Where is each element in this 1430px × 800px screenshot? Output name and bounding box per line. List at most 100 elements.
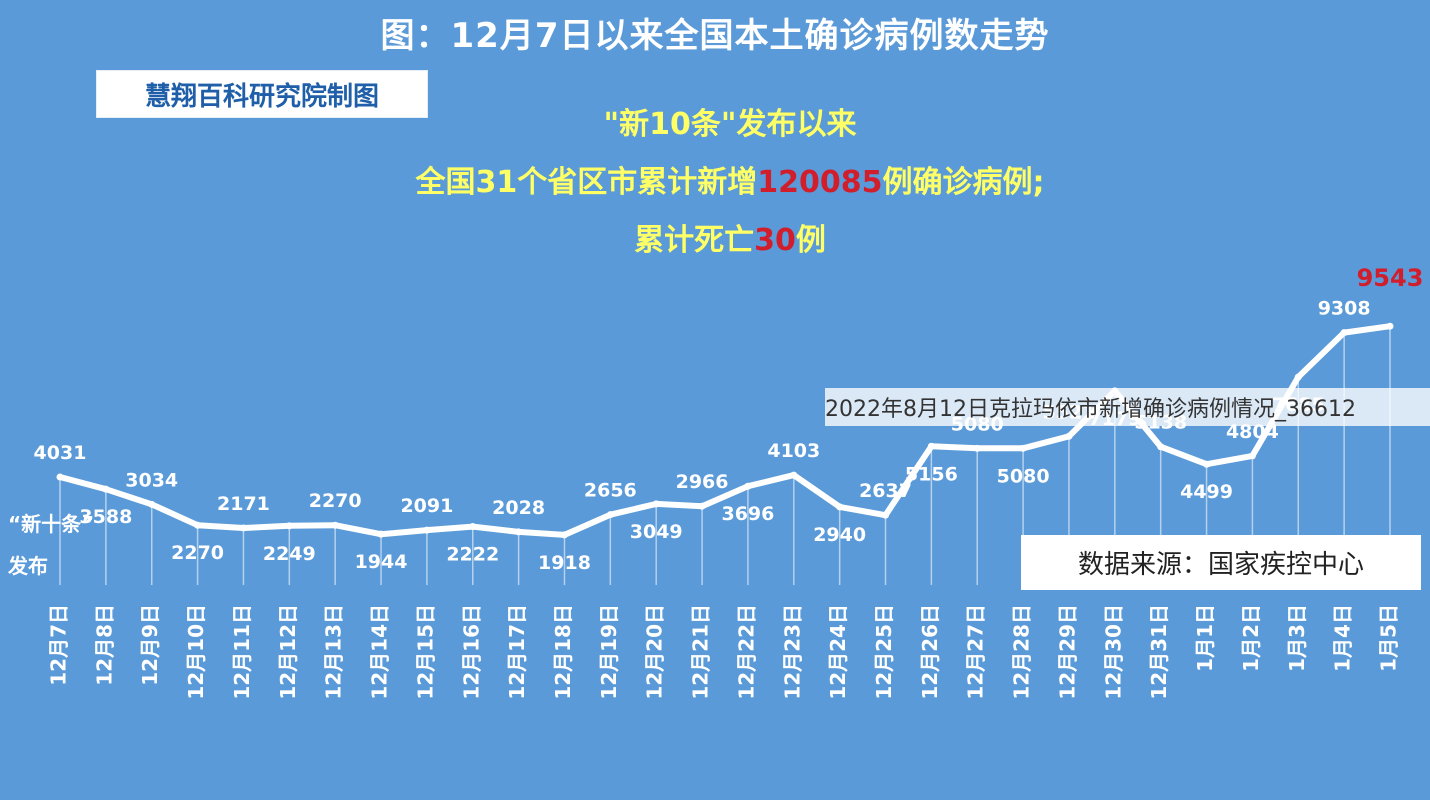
x-tick-label: 1月1日 xyxy=(1193,604,1217,672)
value-label: 2249 xyxy=(263,543,316,565)
value-label: 3049 xyxy=(630,521,683,543)
data-point xyxy=(1294,373,1302,381)
data-point xyxy=(744,482,752,490)
data-point xyxy=(606,511,614,519)
x-tick-label: 12月17日 xyxy=(505,604,529,700)
x-tick-label: 12月14日 xyxy=(368,604,392,700)
series-line xyxy=(57,323,1393,538)
value-label: 2270 xyxy=(309,490,362,512)
value-label: 9308 xyxy=(1318,298,1371,320)
data-point xyxy=(469,523,477,531)
value-label: 2270 xyxy=(171,542,224,564)
summary-line-3: 累计死亡30例 xyxy=(380,212,1080,270)
value-label: 4103 xyxy=(767,440,820,462)
x-tick-label: 12月15日 xyxy=(413,604,437,700)
annotation-line-2: 发布 xyxy=(8,554,48,578)
x-tick-label: 12月18日 xyxy=(551,604,575,700)
x-tick-label: 12月8日 xyxy=(92,604,116,686)
x-tick-label: 12月11日 xyxy=(230,604,254,700)
watermark-caption: 2022年8月12日克拉玛依市新增确诊病例情况_36612 xyxy=(825,388,1430,426)
data-point xyxy=(377,530,385,538)
data-point xyxy=(1157,443,1165,451)
total-deaths-number: 30 xyxy=(754,223,796,258)
data-point xyxy=(1340,329,1348,337)
x-tick-label: 12月12日 xyxy=(276,604,300,700)
data-point xyxy=(1248,452,1256,460)
x-tick-label: 12月13日 xyxy=(322,604,346,700)
summary-line-1: "新10条"发布以来 xyxy=(603,107,857,142)
x-tick-label: 12月19日 xyxy=(597,604,621,700)
data-point xyxy=(423,526,431,534)
x-tick-label: 12月23日 xyxy=(780,604,804,700)
value-label: 2222 xyxy=(446,544,499,566)
data-point xyxy=(1203,460,1211,468)
data-point xyxy=(1019,444,1027,452)
x-tick-label: 12月10日 xyxy=(184,604,208,700)
data-point xyxy=(882,511,890,519)
value-label: 5156 xyxy=(905,463,958,485)
source-box: 数据来源：国家疾控中心 xyxy=(1021,535,1421,590)
x-tick-label: 12月22日 xyxy=(734,604,758,700)
x-tick-label: 12月24日 xyxy=(826,604,850,700)
x-tick-label: 12月25日 xyxy=(872,604,896,700)
summary-line-2-prefix: 全国31个省区市累计新增 xyxy=(415,165,758,200)
data-point xyxy=(560,531,568,539)
value-label: 4499 xyxy=(1180,481,1233,503)
x-tick-label: 12月27日 xyxy=(964,604,988,700)
credit-box: 慧翔百科研究院制图 xyxy=(96,70,428,118)
data-point xyxy=(1386,322,1394,330)
data-point xyxy=(331,521,339,529)
value-label: 2966 xyxy=(676,471,729,493)
data-point xyxy=(1065,432,1073,440)
data-point xyxy=(973,444,981,452)
total-cases-number: 120085 xyxy=(757,165,883,200)
data-point xyxy=(239,524,247,532)
source-text: 数据来源：国家疾控中心 xyxy=(1077,550,1364,580)
data-point xyxy=(652,500,660,508)
x-tick-label: 12月28日 xyxy=(1010,604,1034,700)
data-point xyxy=(102,485,110,493)
summary-line-2: 全国31个省区市累计新增120085例确诊病例; xyxy=(380,154,1080,212)
value-label: 2656 xyxy=(584,480,637,502)
x-tick-label: 12月26日 xyxy=(918,604,942,700)
data-point xyxy=(515,528,523,536)
summary-line-3-prefix: 累计死亡 xyxy=(634,223,755,258)
x-tick-label: 12月20日 xyxy=(643,604,667,700)
data-point xyxy=(927,442,935,450)
value-label: 2091 xyxy=(400,495,453,517)
data-point xyxy=(56,473,64,481)
value-label: 2171 xyxy=(217,493,270,515)
data-point xyxy=(194,521,202,529)
data-point xyxy=(148,500,156,508)
data-point xyxy=(790,471,798,479)
value-label: 4031 xyxy=(34,442,87,464)
value-label: 4804 xyxy=(1226,421,1279,443)
value-label: 9543 xyxy=(1357,264,1424,292)
x-tick-label: 1月3日 xyxy=(1285,604,1309,672)
value-label: 2028 xyxy=(492,497,545,519)
x-tick-label: 12月21日 xyxy=(689,604,713,700)
x-tick-label: 12月7日 xyxy=(47,604,71,686)
data-point xyxy=(285,522,293,530)
x-tick-label: 1月2日 xyxy=(1239,604,1263,672)
value-label: 2637 xyxy=(859,480,912,502)
x-tick-label: 1月4日 xyxy=(1331,604,1355,672)
x-tick-label: 12月16日 xyxy=(459,604,483,700)
x-tick-label: 12月30日 xyxy=(1101,604,1125,700)
x-tick-label: 1月5日 xyxy=(1377,604,1401,672)
data-point xyxy=(698,502,706,510)
value-label: 2940 xyxy=(813,524,866,546)
summary-line-2-suffix: 例确诊病例; xyxy=(882,165,1045,200)
x-tick-label: 12月9日 xyxy=(138,604,162,686)
value-label: 3696 xyxy=(721,503,774,525)
value-label: 5080 xyxy=(997,465,1050,487)
value-label: 3588 xyxy=(79,506,132,528)
annotation-line-1: “新十条” xyxy=(8,512,95,536)
value-label: 1944 xyxy=(355,551,408,573)
value-label: 3034 xyxy=(125,469,178,491)
x-tick-label: 12月29日 xyxy=(1055,604,1079,700)
credit-text: 慧翔百科研究院制图 xyxy=(144,81,379,112)
data-point xyxy=(836,503,844,511)
